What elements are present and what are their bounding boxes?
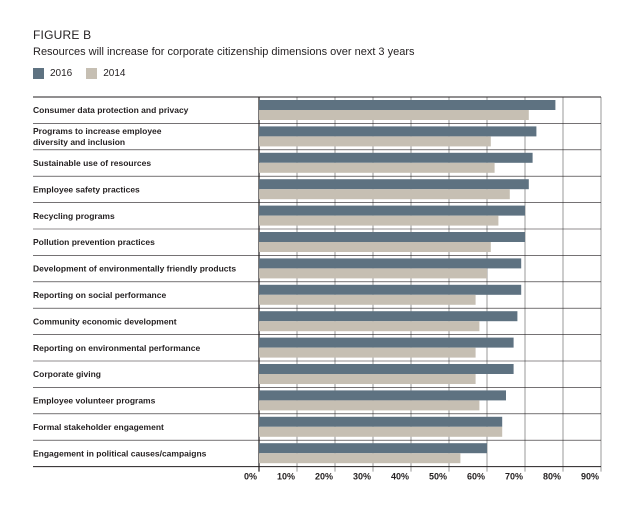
category-label-pollution-prevention-practices: Pollution prevention practices	[33, 237, 155, 247]
bar-2014-pollution-prevention-practices	[259, 242, 491, 252]
chart-title: Resources will increase for corporate ci…	[33, 46, 415, 58]
bar-2016-formal-stakeholder-engagement	[259, 416, 503, 427]
bar-2014-reporting-on-social-performance	[259, 294, 476, 305]
category-label-reporting-on-social-performance: Reporting on social performance	[33, 290, 166, 300]
category-label-consumer-data-protection-and-privacy: Consumer data protection and privacy	[33, 105, 189, 115]
bar-2016-consumer-data-protection-and-privacy	[259, 100, 556, 110]
bar-2016-reporting-on-environmental-performance	[259, 337, 514, 348]
category-label-employee-volunteer-programs: Employee volunteer programs	[33, 396, 156, 406]
figure-label: FIGURE B	[33, 28, 92, 42]
tick-label-60: 60%	[467, 472, 485, 482]
bar-2016-sustainable-use-of-resources	[259, 152, 533, 163]
bar-2014-formal-stakeholder-engagement	[259, 426, 503, 437]
category-label-sustainable-use-of-resources: Sustainable use of resources	[33, 158, 151, 168]
bar-2014-community-economic-development	[259, 321, 480, 332]
tick-label-10: 10%	[277, 472, 295, 482]
legend-swatch-2016	[33, 67, 44, 79]
bar-2016-development-of-environmentally-friendly-products	[259, 258, 522, 269]
bar-2016-programs-to-increase-employee-diversity-and-inclusion	[259, 126, 537, 137]
category-label-reporting-on-environmental-performance: Reporting on environmental performance	[33, 343, 200, 353]
category-label-programs-to-increase-employee: Programs to increase employee	[33, 126, 162, 136]
bar-2016-employee-volunteer-programs	[259, 390, 506, 401]
legend-label-2016: 2016	[50, 67, 73, 79]
tick-label-80: 80%	[543, 472, 561, 482]
legend-item-2016: 2016	[33, 67, 73, 79]
bar-2016-pollution-prevention-practices	[259, 232, 525, 242]
bar-2016-community-economic-development	[259, 311, 518, 322]
category-label-corporate-giving: Corporate giving	[33, 369, 101, 379]
bar-2014-recycling-programs	[259, 215, 499, 226]
tick-label-30: 30%	[353, 472, 371, 482]
bar-2014-sustainable-use-of-resources	[259, 162, 495, 173]
tick-label-20: 20%	[315, 472, 333, 482]
bar-2016-employee-safety-practices	[259, 179, 529, 190]
legend-swatch-2014	[86, 67, 98, 79]
tick-label-90: 90%	[581, 472, 599, 482]
bar-2014-programs-to-increase-employee-diversity-and-inclusion	[259, 136, 491, 147]
tick-label-70: 70%	[505, 472, 523, 482]
category-label-employee-safety-practices: Employee safety practices	[33, 184, 140, 194]
bar-2014-corporate-giving	[259, 374, 476, 384]
legend: 2016 2014	[33, 66, 140, 80]
bar-2014-reporting-on-environmental-performance	[259, 347, 476, 358]
category-label-formal-stakeholder-engagement: Formal stakeholder engagement	[33, 422, 164, 432]
bar-2014-employee-volunteer-programs	[259, 400, 480, 411]
legend-label-2014: 2014	[103, 67, 126, 79]
category-label-community-economic-development: Community economic development	[33, 316, 177, 326]
category-label-recycling-programs: Recycling programs	[33, 211, 115, 221]
bar-2016-engagement-in-political-causes-campaigns	[259, 443, 487, 454]
category-label-diversity-and-inclusion: diversity and inclusion	[33, 137, 125, 147]
tick-label-40: 40%	[391, 472, 409, 482]
bar-2014-development-of-environmentally-friendly-products	[259, 268, 487, 279]
bar-2016-corporate-giving	[259, 364, 514, 374]
tick-label-0: 0%	[244, 472, 257, 482]
legend-item-2014: 2014	[86, 67, 126, 79]
bar-2014-consumer-data-protection-and-privacy	[259, 110, 529, 120]
bar-2014-engagement-in-political-causes-campaigns	[259, 453, 461, 464]
bar-2014-employee-safety-practices	[259, 189, 510, 200]
bar-2016-reporting-on-social-performance	[259, 284, 522, 295]
category-label-engagement-in-political-causes-campaigns: Engagement in political causes/campaigns	[33, 448, 207, 458]
category-label-development-of-environmentally-friendly-products: Development of environmentally friendly …	[33, 264, 236, 274]
tick-label-50: 50%	[429, 472, 447, 482]
bar-2016-recycling-programs	[259, 205, 525, 216]
